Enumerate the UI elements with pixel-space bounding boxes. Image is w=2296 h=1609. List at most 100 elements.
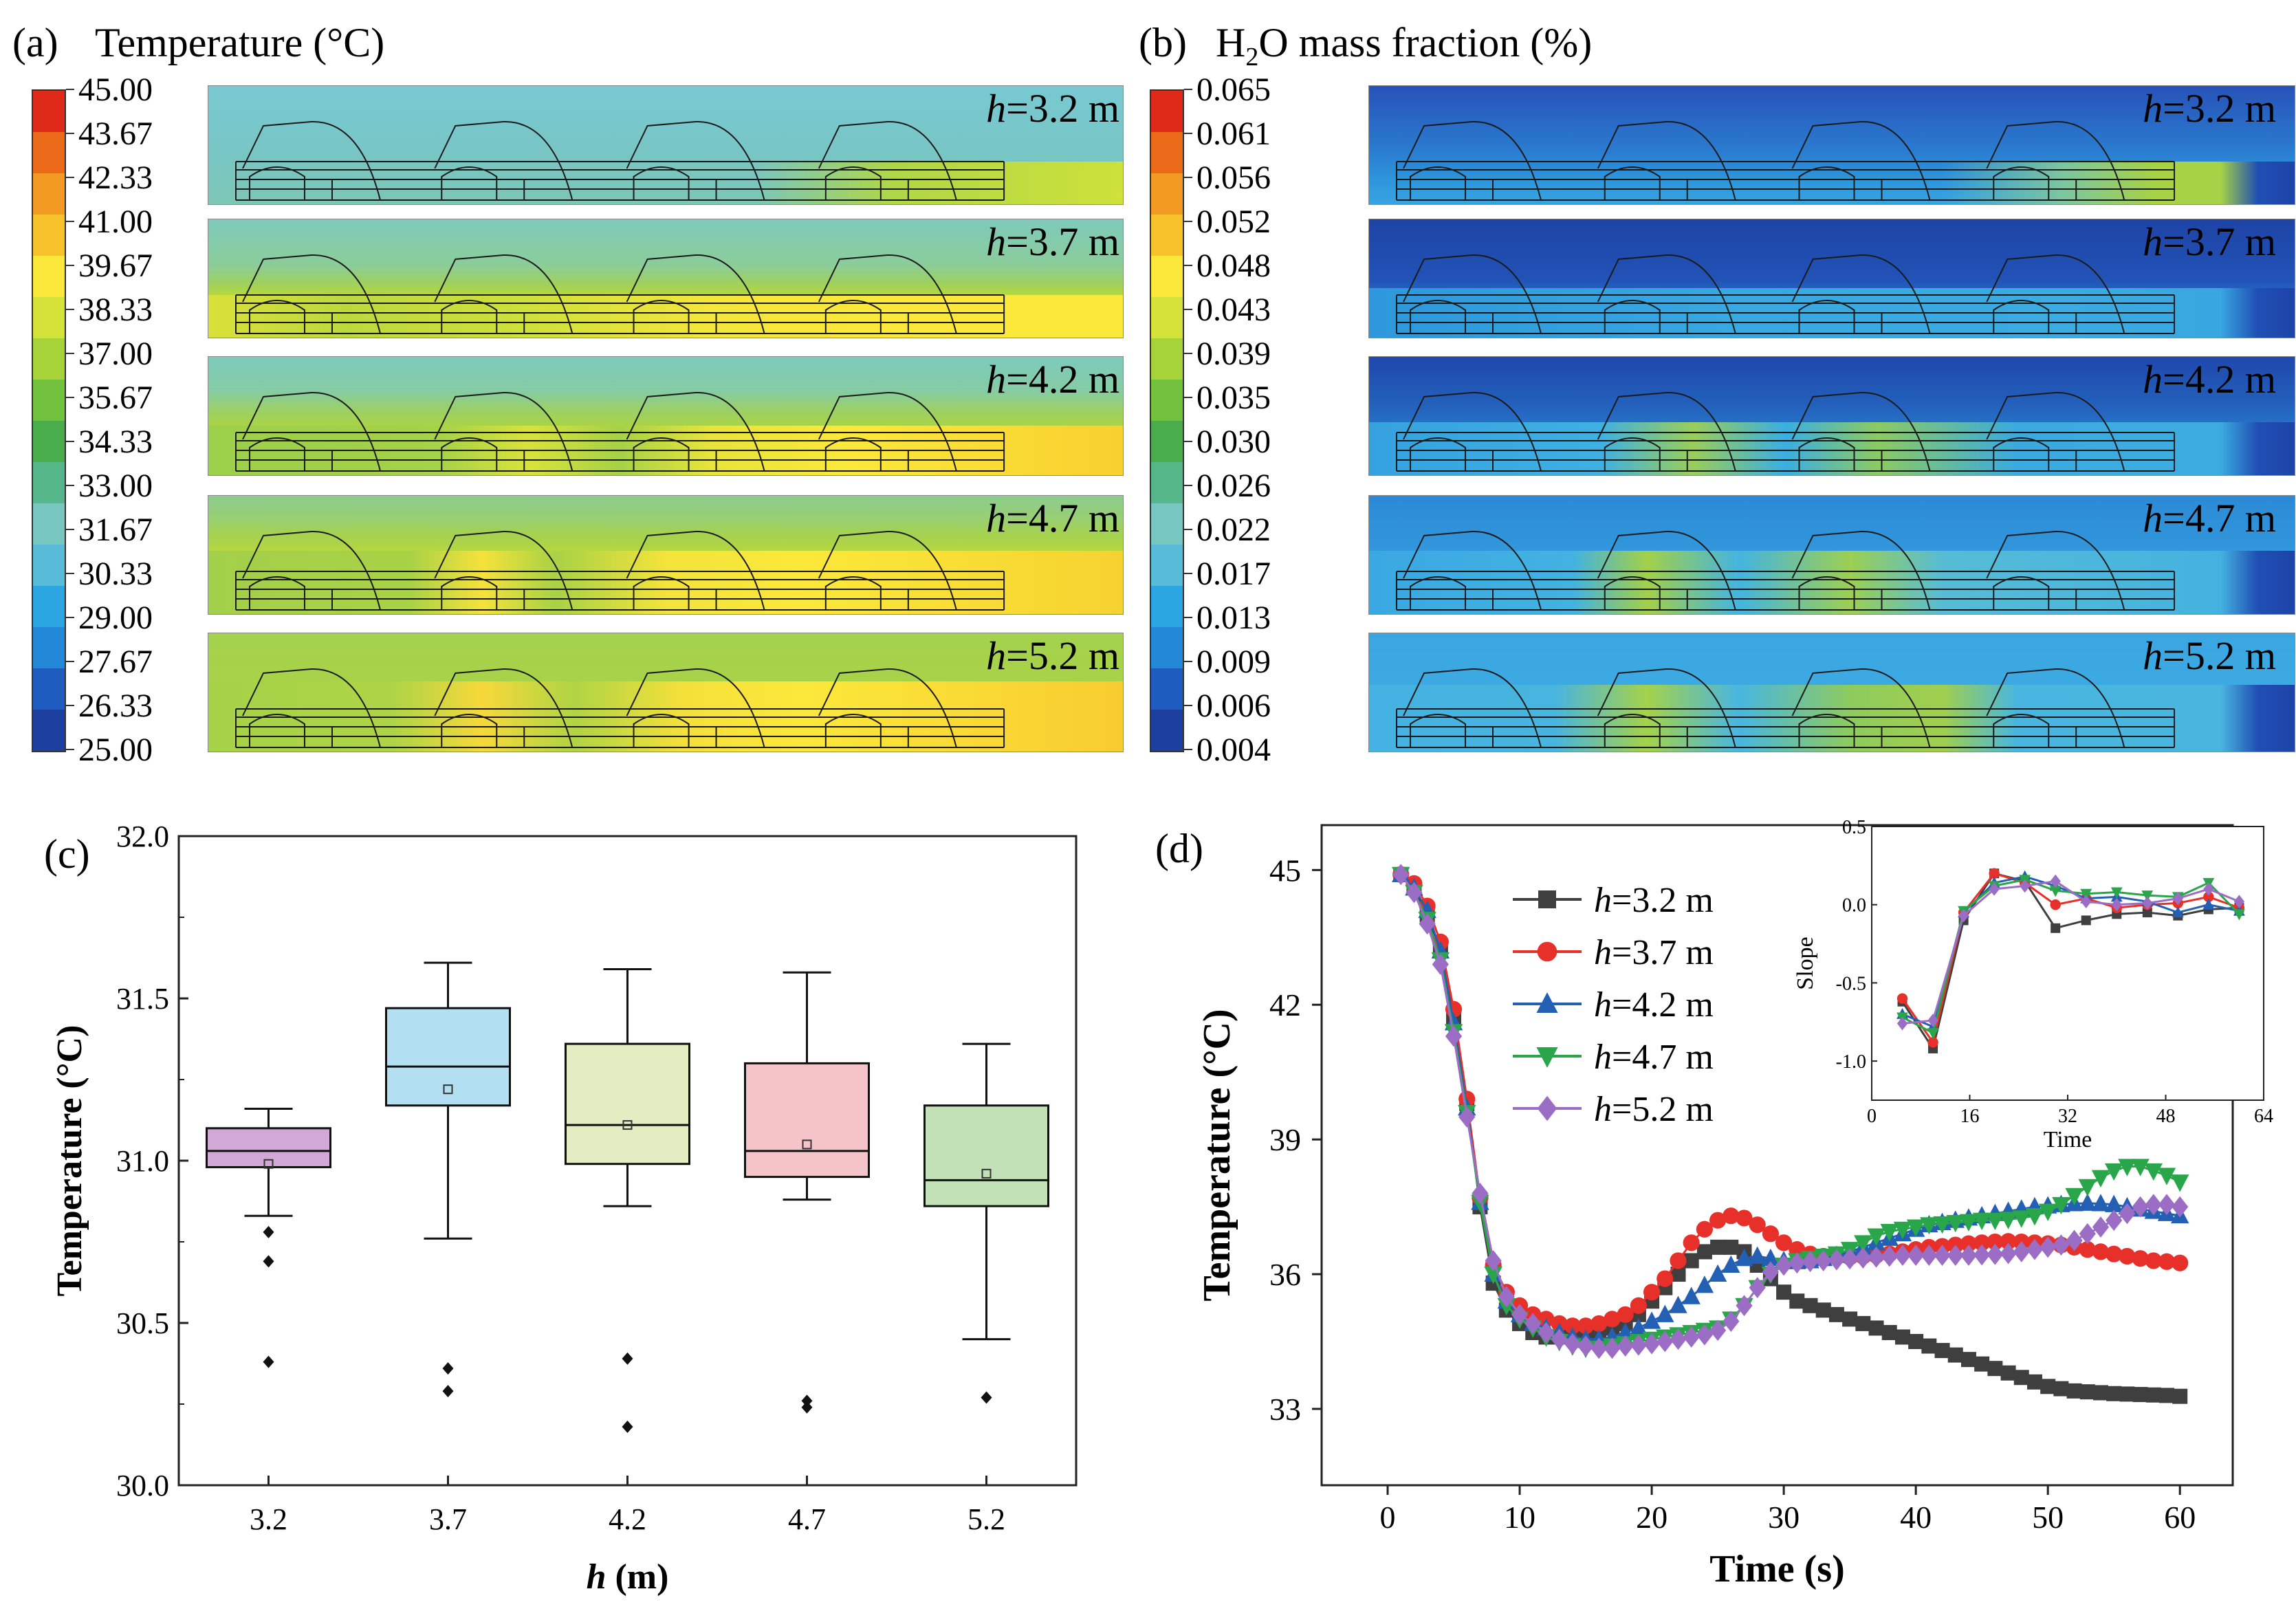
data-point [1906,1219,1925,1237]
colorbar-tick-label: 0.022 [1196,512,1271,548]
inset-series-line [1901,872,2240,1051]
data-point [1670,1267,1686,1282]
greenhouse-outline [235,668,1005,748]
line-chart: 0 10 20 30 40 50 60 33 36 39 42 45 Temperature (°C) T… [1196,817,2273,1590]
colorbar-tick [1184,485,1192,486]
data-point [2132,1387,2148,1403]
data-point [2145,1252,2162,1269]
data-point [1590,1315,1608,1332]
canopy-arch [1597,530,1736,611]
colorbar-swatch [1151,421,1183,462]
canopy-arch [1791,120,1931,201]
greenhouse-outline [235,254,1005,334]
mean-marker [443,1084,453,1095]
canopy-arch [1791,391,1931,472]
colorbar-tick [66,353,74,354]
data-point [1551,1328,1568,1350]
h2o-field-h37 [1368,219,2295,338]
inset-chart: 0 16 32 48 64 -1.0 -0.5 0.0 0.5 Time Slope [1793,817,2273,1152]
data-point [1881,1324,1897,1340]
data-point [1749,1277,1766,1299]
inset-y-tick-label: -1.0 [1836,1051,1866,1073]
data-point [1986,1212,2004,1230]
canopy-arch [242,391,381,472]
colorbar-tick-label: 0.048 [1196,248,1271,284]
data-point [2026,1238,2044,1260]
y-axis-title: Temperature (°C) [50,1025,89,1297]
temperature-field-h32 [208,85,1124,205]
temperature-h-label: h=4.2 m [986,357,1119,402]
inner-arch [441,714,498,747]
greenhouse-frame [1396,120,2176,201]
inner-arch [824,437,882,471]
data-point [2052,1196,2070,1215]
colorbar-tick-label: 27.67 [78,644,153,680]
x-tick-label: 50 [2032,1500,2064,1535]
data-point [1974,1356,1990,1372]
data-point [1524,1313,1542,1335]
data-point [1696,1244,1712,1260]
y-axis-title: Temperature (°C) [1196,1009,1238,1301]
inner-arch [1798,437,1855,471]
data-point [1776,1284,1792,1300]
inner-arch [824,300,882,333]
box [565,1042,690,1165]
temperature-h-label: h=3.2 m [986,86,1119,131]
greenhouse-outline [1396,530,2176,611]
data-point [1972,1212,1991,1230]
colorbar-tick-label: 33.00 [78,468,153,504]
inset-y-tick-label: 0.0 [1842,895,1866,917]
colorbar-swatch [33,132,65,173]
box [206,1127,331,1168]
colorbar-tick [1184,441,1192,442]
data-point [1419,913,1436,935]
x-tick-label: 4.2 [609,1502,646,1536]
x-axis-title: Time (s) [1709,1548,1845,1590]
colorbar-swatch [1151,297,1183,338]
colorbar-tick [66,485,74,486]
colorbar-swatch [33,462,65,503]
colorbar-tick-label: 0.065 [1196,72,1271,108]
data-point [1921,1338,1937,1354]
colorbar-tick-label: 0.026 [1196,468,1271,504]
inner-arch [1604,437,1661,471]
colorbar-swatch [33,503,65,545]
inset-y-tick-label: 0.5 [1842,817,1866,838]
data-point [1736,1210,1753,1227]
inset-y-axis-title: Slope [1793,937,1818,989]
data-point [1670,1328,1687,1350]
x-tick-label: 5.2 [967,1502,1005,1536]
colorbar-tick-label: 0.052 [1196,204,1271,240]
x-axis-var: h [587,1557,606,1597]
canopy-arch [626,668,765,748]
temperature-h-label: h=5.2 m [986,633,1119,678]
inner-arch [1604,166,1661,200]
data-point [1616,1322,1634,1340]
inner-arch [1798,166,1855,200]
data-point [1723,1207,1740,1225]
data-point [1696,1324,1713,1346]
data-point [1960,1352,1976,1368]
colorbar-swatch [33,545,65,586]
colorbar-tick [66,89,74,90]
data-point [1842,1311,1858,1327]
colorbar-tick-label: 38.33 [78,292,153,328]
data-point [2157,1168,2176,1185]
inner-arch [441,576,498,610]
h2o-h-label: h=3.2 m [2143,86,2276,131]
colorbar-tick-label: 26.33 [78,688,153,724]
colorbar-tick-label: 0.043 [1196,292,1271,328]
canopy-arch [1986,530,2125,611]
inset-data-point [2110,887,2123,899]
panel-a-label: (a) [12,20,58,65]
data-point [2172,1254,2189,1271]
inner-arch [1993,300,2050,333]
data-point [1604,1337,1621,1359]
greenhouse-frame [235,120,1005,201]
inset-data-point [1989,882,2000,896]
canopy-arch [1791,254,1931,334]
data-point [2025,1208,2044,1226]
data-point [1946,1214,1965,1233]
inset-data-point [2142,908,2152,918]
inner-arch [633,714,690,747]
